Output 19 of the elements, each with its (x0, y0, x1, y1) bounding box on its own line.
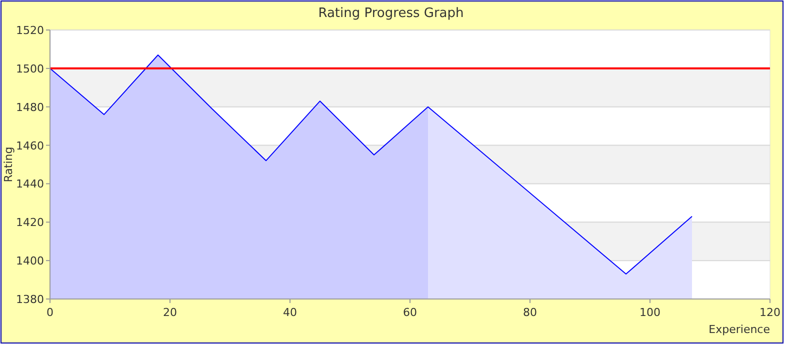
y-tick-label: 1500 (16, 62, 44, 76)
y-tick-label: 1380 (16, 293, 44, 306)
y-tick-label: 1420 (16, 216, 44, 230)
y-tick-label: 1480 (16, 100, 44, 114)
x-tick-label: 80 (523, 306, 537, 319)
x-axis-title: Experience (708, 323, 770, 336)
x-tick-label: 60 (403, 306, 417, 319)
x-tick-label: 0 (46, 306, 54, 319)
y-axis-title: Rating (2, 146, 15, 182)
x-tick-label: 100 (640, 306, 660, 319)
y-tick-label: 1520 (16, 24, 44, 37)
x-tick-label: 120 (760, 306, 780, 319)
x-tick-label: 40 (283, 306, 297, 319)
y-tick-label: 1400 (16, 254, 44, 268)
chart-title: Rating Progress Graph (318, 6, 464, 21)
x-tick-label: 20 (163, 306, 177, 319)
y-tick-label: 1460 (16, 139, 44, 152)
y-tick-label: 1440 (16, 178, 44, 191)
line-series (50, 54, 692, 275)
